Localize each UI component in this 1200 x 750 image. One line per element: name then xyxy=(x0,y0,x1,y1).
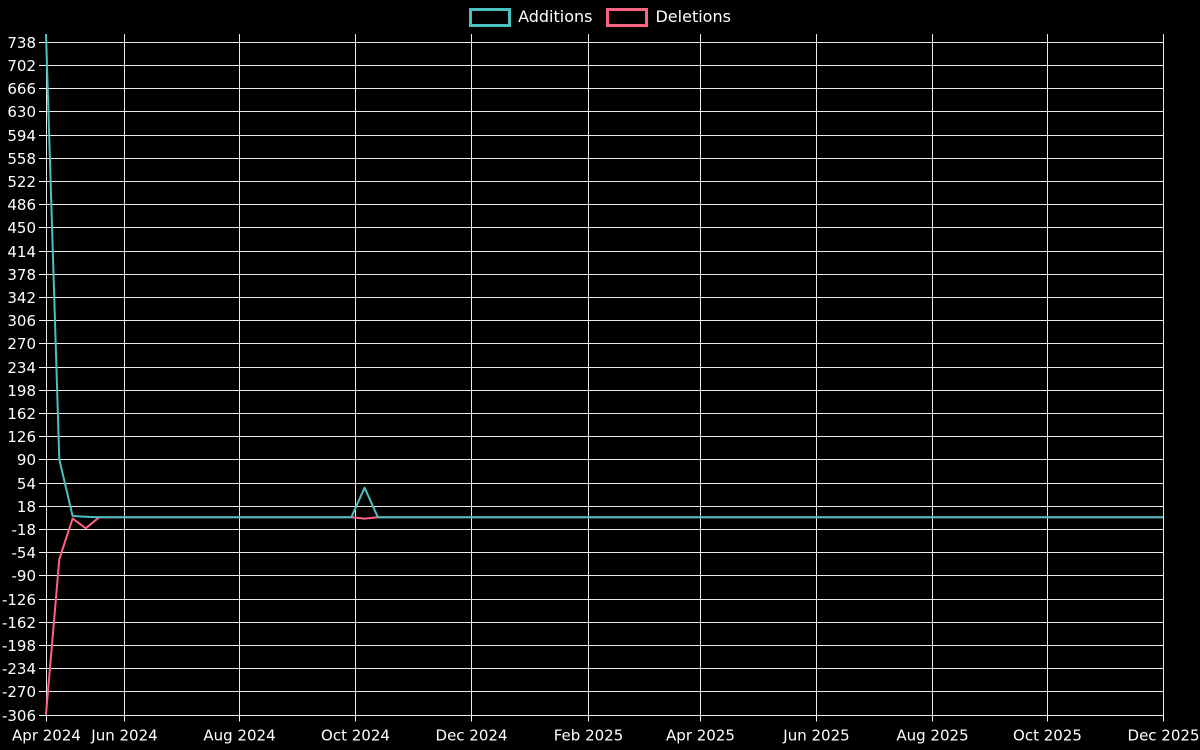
y-tick-label: 486 xyxy=(7,196,36,214)
x-tick-label: Jun 2025 xyxy=(782,727,849,745)
y-tick-label: -198 xyxy=(2,637,36,655)
gridlines xyxy=(46,34,1164,716)
y-tick-label: -306 xyxy=(2,707,36,725)
x-tick-label: Apr 2025 xyxy=(666,727,735,745)
y-tick-label: 18 xyxy=(17,498,36,516)
x-tick-label: Dec 2025 xyxy=(1128,727,1200,745)
y-tick-label: 198 xyxy=(7,382,36,400)
y-tick-label: 630 xyxy=(7,103,36,121)
y-tick-label: 90 xyxy=(17,451,36,469)
x-tick-label: Feb 2025 xyxy=(554,727,624,745)
x-tick-label: Apr 2024 xyxy=(12,727,81,745)
legend-item-additions[interactable]: Additions xyxy=(469,7,592,27)
additions-line xyxy=(45,33,1163,519)
y-tick-label: 378 xyxy=(7,266,36,284)
additions-swatch xyxy=(469,7,512,27)
y-tick-label: 306 xyxy=(7,312,36,330)
legend-label-additions: Additions xyxy=(518,7,593,26)
y-tick-label: -18 xyxy=(12,521,37,539)
y-tick-label: 234 xyxy=(7,359,36,377)
x-tick-label: Aug 2024 xyxy=(203,727,275,745)
legend-label-deletions: Deletions xyxy=(655,7,731,26)
deletions-swatch xyxy=(606,7,649,27)
deletions-line xyxy=(45,516,1163,715)
x-tick-label: Oct 2024 xyxy=(321,727,390,745)
x-tick-label: Oct 2025 xyxy=(1013,727,1082,745)
y-tick-label: 414 xyxy=(7,243,36,261)
y-tick-label: -162 xyxy=(2,614,36,632)
y-tick-label: 702 xyxy=(7,57,36,75)
legend: Additions Deletions xyxy=(0,7,1200,27)
y-tick-label: 270 xyxy=(7,335,36,353)
y-tick-label: 558 xyxy=(7,150,36,168)
y-tick-label: 666 xyxy=(7,80,36,98)
y-tick-label: -270 xyxy=(2,683,36,701)
x-tick-label: Jun 2024 xyxy=(90,727,157,745)
y-tick-label: 126 xyxy=(7,428,36,446)
y-tick-label: -54 xyxy=(12,544,37,562)
y-tick-label: 738 xyxy=(7,34,36,52)
axis-tick-marks xyxy=(39,42,1164,722)
y-tick-label: 522 xyxy=(7,173,36,191)
x-tick-label: Dec 2024 xyxy=(436,727,508,745)
y-tick-label: 54 xyxy=(17,475,36,493)
legend-item-deletions[interactable]: Deletions xyxy=(606,7,731,27)
y-tick-label: 342 xyxy=(7,289,36,307)
y-tick-label: -126 xyxy=(2,591,36,609)
y-tick-label: 162 xyxy=(7,405,36,423)
y-tick-label: -234 xyxy=(2,660,36,678)
y-tick-label: 594 xyxy=(7,127,36,145)
y-tick-label: -90 xyxy=(12,567,37,585)
axis-labels: 738 702 666 630 594 558 522 486 450 414 378 342 306 2… xyxy=(2,34,1200,745)
y-tick-label: 450 xyxy=(7,219,36,237)
x-tick-label: Aug 2025 xyxy=(896,727,968,745)
